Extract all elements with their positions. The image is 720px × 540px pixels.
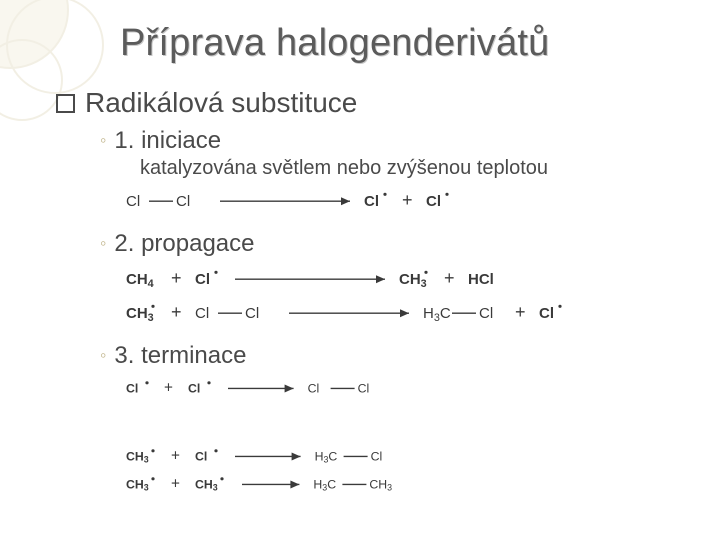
checkbox-icon bbox=[56, 94, 75, 113]
svg-text:Cl: Cl bbox=[195, 449, 207, 463]
svg-text:Cl: Cl bbox=[308, 381, 320, 395]
svg-text:CH4: CH4 bbox=[126, 271, 154, 290]
step-terminace: ◦ 3. terminace bbox=[100, 342, 692, 370]
svg-text:Cl: Cl bbox=[245, 305, 259, 322]
svg-text:+: + bbox=[402, 190, 413, 210]
svg-text:HCl: HCl bbox=[468, 271, 494, 288]
ring-icon: ◦ bbox=[100, 130, 106, 150]
svg-text:+: + bbox=[171, 268, 182, 288]
svg-text:H3C: H3C bbox=[313, 477, 336, 492]
svg-text:CH3: CH3 bbox=[126, 449, 149, 464]
svg-text:CH3: CH3 bbox=[126, 477, 149, 492]
svg-text:CH3: CH3 bbox=[126, 305, 154, 324]
svg-text:CH3: CH3 bbox=[195, 477, 218, 492]
svg-text:Cl: Cl bbox=[426, 193, 441, 210]
svg-text:+: + bbox=[515, 302, 526, 322]
reaction-iniciace: Cl Cl Cl + Cl bbox=[120, 186, 692, 220]
svg-text:+: + bbox=[171, 447, 180, 464]
svg-text:Cl: Cl bbox=[176, 193, 190, 210]
svg-text:Cl: Cl bbox=[126, 381, 138, 395]
svg-text:+: + bbox=[171, 475, 180, 492]
ring-icon: ◦ bbox=[100, 233, 106, 253]
svg-text:Cl: Cl bbox=[364, 193, 379, 210]
svg-text:+: + bbox=[444, 268, 455, 288]
svg-text:Cl: Cl bbox=[195, 271, 210, 288]
step-propagace: ◦ 2. propagace bbox=[100, 230, 692, 258]
svg-text:Cl: Cl bbox=[371, 449, 383, 463]
svg-text:Cl: Cl bbox=[539, 305, 554, 322]
svg-text:CH3: CH3 bbox=[399, 271, 427, 290]
svg-text:+: + bbox=[171, 302, 182, 322]
svg-text:H3C: H3C bbox=[315, 449, 338, 464]
ring-icon: ◦ bbox=[100, 345, 106, 365]
svg-text:H3C: H3C bbox=[423, 305, 451, 324]
step3-label: 3. terminace bbox=[114, 342, 246, 369]
step-iniciace-note: katalyzována světlem nebo zvýšenou teplo… bbox=[140, 157, 692, 180]
reaction-propagace: CH4 + Cl CH3 + HCl CH3 + Cl Cl H3C Cl + Cl bbox=[120, 264, 692, 332]
svg-text:Cl: Cl bbox=[358, 381, 370, 395]
step2-label: 2. propagace bbox=[114, 230, 254, 257]
bullet1-text: Radikálová substituce bbox=[85, 87, 357, 118]
slide: Příprava halogenderivátů Radikálová subs… bbox=[0, 0, 720, 540]
step1-label: 1. iniciace bbox=[114, 127, 221, 154]
svg-text:CH3: CH3 bbox=[369, 477, 392, 492]
slide-title: Příprava halogenderivátů bbox=[120, 22, 692, 65]
svg-text:+: + bbox=[164, 379, 173, 396]
svg-text:Cl: Cl bbox=[195, 305, 209, 322]
bullet-radical-substitution: Radikálová substituce bbox=[56, 87, 692, 119]
step-iniciace: ◦ 1. iniciace bbox=[100, 127, 692, 155]
svg-text:Cl: Cl bbox=[479, 305, 493, 322]
svg-text:Cl: Cl bbox=[188, 381, 200, 395]
svg-text:Cl: Cl bbox=[126, 193, 140, 210]
reaction-terminace: Cl + Cl Cl Cl CH3 + Cl H3C Cl CH3 + CH3 H3C CH3 bbox=[120, 376, 692, 500]
